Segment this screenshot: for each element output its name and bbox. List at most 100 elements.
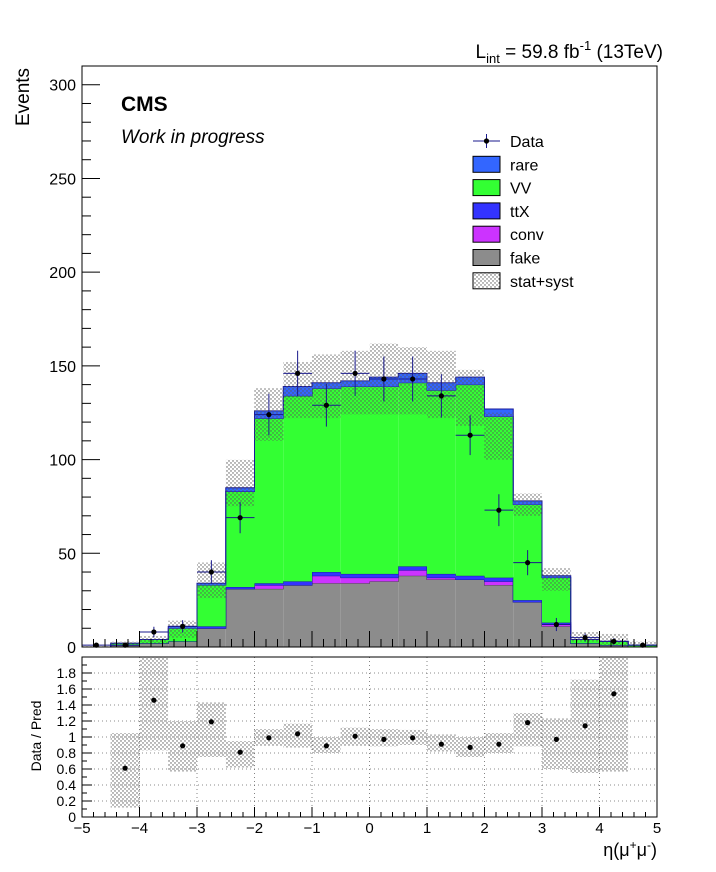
ratio-plot-panel: 00.20.40.60.811.21.41.61.8−5 −4 −3 −2 −1 0 1 2 3… [57, 656, 661, 837]
ratio-point [611, 691, 617, 697]
bar-VV [369, 386, 399, 574]
ratio-band [139, 657, 169, 751]
legend-label: fake [510, 251, 540, 268]
ratio-point [553, 736, 559, 743]
y-tick-label: 200 [49, 265, 76, 282]
legend-item-conv: conv [472, 225, 544, 244]
ratio-point [410, 735, 416, 741]
legend-item-data: Data [473, 134, 544, 151]
ratio-y-tick-label: 1.4 [57, 697, 77, 713]
y-tick-label: 150 [49, 359, 76, 376]
ratio-y-tick-label: 0.4 [57, 777, 77, 793]
bar-VV [254, 418, 284, 584]
bar-fake [225, 588, 255, 647]
bar-fake [599, 645, 629, 647]
bar-conv [398, 570, 427, 576]
data-marker [237, 515, 243, 521]
bar-ttX [513, 600, 542, 603]
ratio-y-axis-title: Data / Pred [28, 701, 44, 772]
data-marker [208, 569, 214, 575]
bar-fake [168, 641, 197, 647]
bar-conv [340, 577, 370, 584]
bar-VV [340, 386, 370, 574]
data-marker [582, 635, 588, 641]
bar-fake [254, 588, 284, 647]
data-marker [295, 370, 301, 376]
ratio-point [352, 733, 358, 739]
main-plot-panel: 0 50 100 150 200 250 300 [49, 65, 658, 657]
data-marker [611, 638, 617, 644]
ratio-point [381, 736, 387, 743]
y-tick-label: 0 [67, 640, 76, 657]
ratio-y-tick-label: 0.6 [57, 761, 77, 777]
data-marker [381, 376, 387, 382]
data-marker [438, 393, 444, 399]
bar-conv [369, 577, 399, 582]
ratio-band [197, 702, 226, 757]
data-point [197, 560, 226, 584]
x-tick-label: 4 [595, 820, 603, 837]
data-point [599, 638, 629, 645]
ratio-y-tick-label: 1.8 [57, 665, 77, 681]
legend-swatch [472, 249, 501, 266]
data-point [427, 374, 456, 418]
data-point [455, 415, 485, 456]
x-axis-title: η(μ+μ-) [603, 838, 657, 860]
bar-fake [427, 579, 456, 647]
bar-fake [139, 643, 169, 647]
bar-VV [427, 390, 456, 574]
data-point [283, 350, 312, 397]
y-tick-label: 50 [58, 546, 76, 563]
ratio-point [122, 765, 128, 771]
x-tick-label: 3 [538, 820, 546, 837]
data-marker [410, 376, 416, 382]
uncertainty-band [139, 635, 169, 644]
ratio-point [208, 719, 214, 725]
ratio-point [496, 741, 502, 747]
bar-fake [513, 602, 542, 647]
x-tick-label: −5 [73, 820, 90, 837]
data-marker [525, 560, 531, 566]
uncertainty-band [513, 493, 542, 516]
ratio-band [599, 657, 629, 772]
status-label: Work in progress [121, 127, 265, 148]
bar-ttX [283, 581, 312, 586]
data-point [513, 550, 542, 576]
data-marker [640, 642, 646, 648]
data-point [110, 642, 140, 648]
bar-conv [484, 581, 514, 586]
x-tick-label: −1 [303, 820, 320, 837]
legend-swatch [472, 272, 501, 290]
x-tick-label: 0 [365, 820, 373, 837]
data-marker [467, 432, 473, 438]
ratio-band [513, 713, 542, 747]
bar-ttX [254, 583, 284, 586]
y-tick-label: 300 [49, 78, 76, 95]
bar-fake [484, 585, 514, 647]
data-point [225, 502, 255, 534]
x-tick-label: 1 [423, 820, 431, 837]
legend-label: rare [510, 157, 539, 174]
bar-fake [570, 643, 600, 647]
y-tick-label: 250 [49, 171, 76, 188]
ratio-point [525, 720, 531, 726]
bar-ttX [225, 587, 255, 589]
legend-item-fake: fake [472, 249, 540, 268]
legend-label: conv [510, 227, 544, 244]
ratio-band [542, 718, 571, 769]
data-point [398, 356, 427, 402]
data-point [168, 620, 197, 633]
ratio-y-tick-label: 0.2 [57, 793, 77, 809]
data-point [82, 642, 111, 648]
data-point [484, 494, 514, 527]
y-axis-title: Events [13, 68, 34, 126]
data-marker [323, 402, 329, 408]
bar-ttX [340, 573, 370, 578]
legend-item-statsyst: stat+syst [472, 272, 574, 291]
legend-label: VV [510, 181, 532, 198]
data-marker [352, 370, 358, 376]
data-point [312, 383, 341, 427]
data-point [340, 350, 370, 397]
cms-label: CMS [121, 93, 168, 116]
data-point [369, 356, 399, 402]
